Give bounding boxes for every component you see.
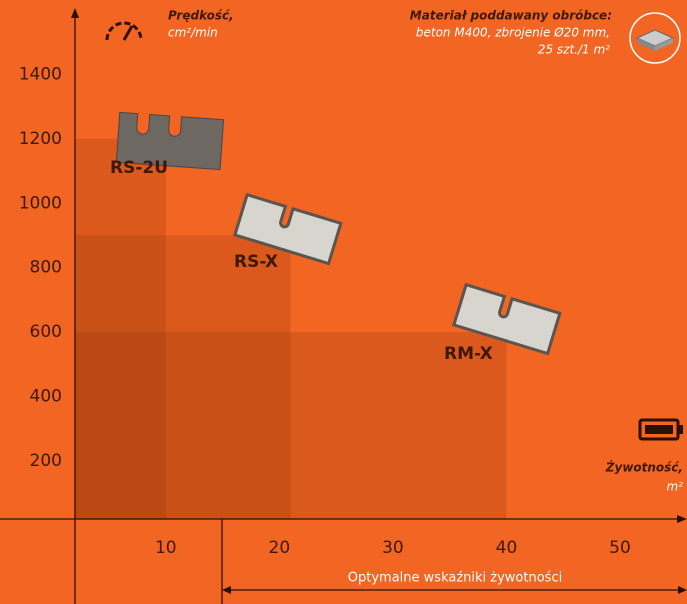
y-tick-label: 600 [30, 322, 62, 342]
segment-image [233, 192, 343, 266]
y-tick-label: 1400 [19, 64, 62, 84]
x-tick-label: 30 [382, 538, 404, 558]
x-tick-label: 10 [155, 538, 177, 558]
material-line: 25 szt./1 m² [538, 43, 610, 57]
battery-icon [638, 418, 683, 441]
y-tick-label: 1000 [19, 193, 62, 213]
area [75, 235, 291, 519]
x-tick-label: 20 [269, 538, 291, 558]
range-head [222, 586, 231, 594]
speed-unit: cm²/min [168, 26, 218, 40]
range-label: Optymalne wskaźniki żywotności [348, 571, 562, 586]
life-unit: m² [667, 480, 684, 494]
y-tick-label: 800 [30, 258, 62, 278]
product-label: RM-X [444, 344, 493, 364]
y-tick-label: 200 [30, 451, 62, 471]
product-label: RS-2U [110, 158, 168, 178]
x-tick-label: 40 [496, 538, 518, 558]
speed-label: Prędkość, [168, 9, 234, 23]
y-tick-label: 1200 [19, 129, 62, 149]
segment-image [452, 282, 562, 356]
life-label: Żywotność, [605, 460, 683, 475]
x-tick-label: 50 [609, 538, 631, 558]
areas [75, 138, 507, 519]
product-label: RS-X [234, 252, 278, 272]
material-line: beton M400, zbrojenie Ø20 mm, [416, 26, 610, 40]
area [75, 138, 166, 519]
area [75, 332, 507, 519]
range-head [678, 586, 687, 594]
speed-icon [105, 21, 143, 41]
x-arrow [677, 515, 687, 523]
material-icon [629, 12, 681, 64]
segment-image [115, 111, 225, 171]
y-tick-label: 400 [30, 387, 62, 407]
material-title: Materiał poddawany obróbce: [410, 9, 612, 23]
y-arrow [71, 8, 79, 18]
